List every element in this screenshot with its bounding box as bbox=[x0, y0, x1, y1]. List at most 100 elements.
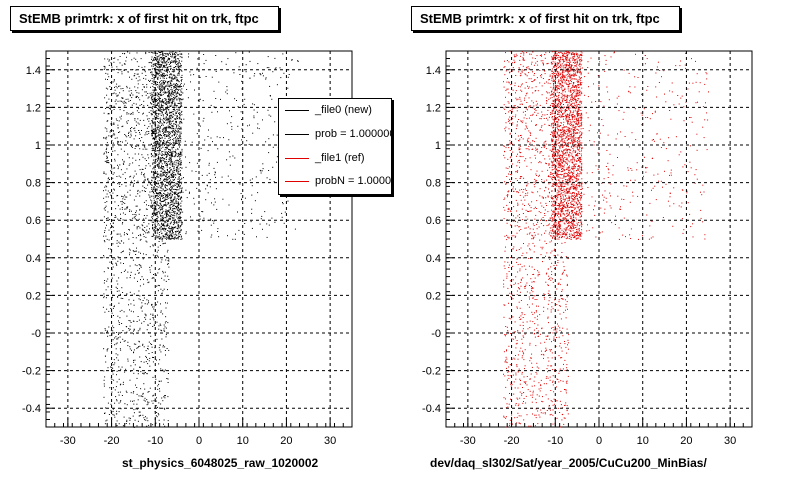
data-point bbox=[119, 164, 121, 166]
data-point bbox=[179, 128, 181, 130]
data-point bbox=[155, 132, 157, 134]
data-point bbox=[164, 178, 166, 180]
data-point bbox=[167, 235, 169, 236]
data-point bbox=[167, 236, 169, 238]
data-point bbox=[165, 148, 167, 150]
data-point bbox=[154, 130, 156, 132]
data-point bbox=[124, 371, 126, 373]
data-point bbox=[161, 61, 163, 63]
data-point bbox=[139, 411, 141, 413]
data-point bbox=[158, 96, 160, 98]
data-point bbox=[167, 70, 169, 72]
data-point bbox=[152, 60, 153, 62]
data-point bbox=[563, 131, 565, 133]
data-point bbox=[157, 186, 159, 188]
data-point bbox=[206, 184, 208, 186]
data-point bbox=[149, 197, 151, 199]
data-point bbox=[167, 195, 169, 197]
data-point bbox=[171, 60, 173, 62]
data-point bbox=[144, 400, 146, 402]
data-point bbox=[557, 171, 559, 173]
data-point bbox=[110, 130, 112, 132]
data-point bbox=[144, 124, 146, 126]
data-point bbox=[163, 74, 165, 76]
data-point bbox=[173, 175, 174, 177]
data-point bbox=[572, 176, 574, 178]
data-point bbox=[139, 79, 141, 81]
data-point bbox=[133, 400, 135, 402]
data-point bbox=[106, 308, 108, 310]
data-point bbox=[166, 194, 168, 196]
data-point bbox=[167, 68, 169, 70]
data-point bbox=[158, 268, 160, 270]
data-point bbox=[157, 194, 159, 196]
data-point bbox=[206, 185, 208, 187]
data-point bbox=[554, 72, 556, 74]
data-point bbox=[177, 65, 179, 67]
data-point bbox=[566, 175, 568, 177]
data-point bbox=[108, 248, 110, 250]
data-point bbox=[161, 57, 163, 59]
data-point bbox=[164, 255, 166, 257]
data-point bbox=[152, 131, 154, 133]
data-point bbox=[105, 144, 107, 146]
data-point bbox=[168, 77, 170, 78]
data-point bbox=[159, 180, 161, 181]
data-point bbox=[145, 254, 147, 256]
data-point bbox=[165, 221, 167, 223]
data-point bbox=[179, 94, 181, 95]
data-point bbox=[169, 235, 171, 237]
data-point bbox=[179, 118, 181, 120]
data-point bbox=[180, 133, 182, 135]
data-point bbox=[130, 303, 132, 305]
data-point bbox=[156, 60, 158, 62]
data-point bbox=[124, 194, 126, 196]
data-point bbox=[173, 102, 175, 104]
data-point bbox=[137, 330, 139, 332]
data-point bbox=[162, 101, 164, 103]
data-point bbox=[562, 54, 564, 56]
data-point bbox=[559, 183, 561, 185]
data-point bbox=[180, 175, 182, 176]
data-point bbox=[222, 198, 224, 200]
data-point bbox=[177, 67, 179, 69]
data-point bbox=[566, 126, 568, 128]
data-point bbox=[154, 226, 156, 228]
data-point bbox=[106, 186, 108, 188]
data-point bbox=[163, 132, 165, 134]
data-point bbox=[567, 64, 569, 66]
data-point bbox=[568, 77, 570, 79]
data-point bbox=[173, 167, 175, 169]
data-point bbox=[129, 348, 131, 350]
data-point bbox=[167, 177, 169, 178]
data-point bbox=[168, 183, 170, 185]
data-point bbox=[106, 162, 108, 164]
data-point bbox=[254, 73, 256, 75]
data-point bbox=[576, 146, 578, 148]
data-point bbox=[556, 73, 558, 75]
data-point bbox=[561, 132, 563, 133]
data-point bbox=[152, 130, 153, 132]
data-point bbox=[171, 155, 173, 157]
data-point bbox=[115, 99, 117, 101]
data-point bbox=[154, 138, 155, 139]
data-point bbox=[121, 115, 122, 117]
data-point bbox=[181, 221, 183, 223]
data-point bbox=[164, 55, 166, 57]
data-point bbox=[161, 129, 163, 131]
data-point bbox=[176, 120, 177, 122]
data-point bbox=[173, 142, 175, 144]
data-point bbox=[109, 255, 111, 257]
data-point bbox=[116, 83, 118, 85]
data-point bbox=[558, 152, 560, 154]
data-point bbox=[159, 88, 160, 90]
data-point bbox=[153, 203, 155, 205]
data-point bbox=[572, 125, 574, 127]
data-point bbox=[117, 164, 118, 166]
data-point bbox=[178, 216, 179, 218]
data-point bbox=[167, 382, 169, 383]
data-point bbox=[174, 178, 175, 180]
data-point bbox=[571, 206, 573, 208]
data-point bbox=[168, 217, 170, 219]
data-point bbox=[152, 94, 154, 96]
